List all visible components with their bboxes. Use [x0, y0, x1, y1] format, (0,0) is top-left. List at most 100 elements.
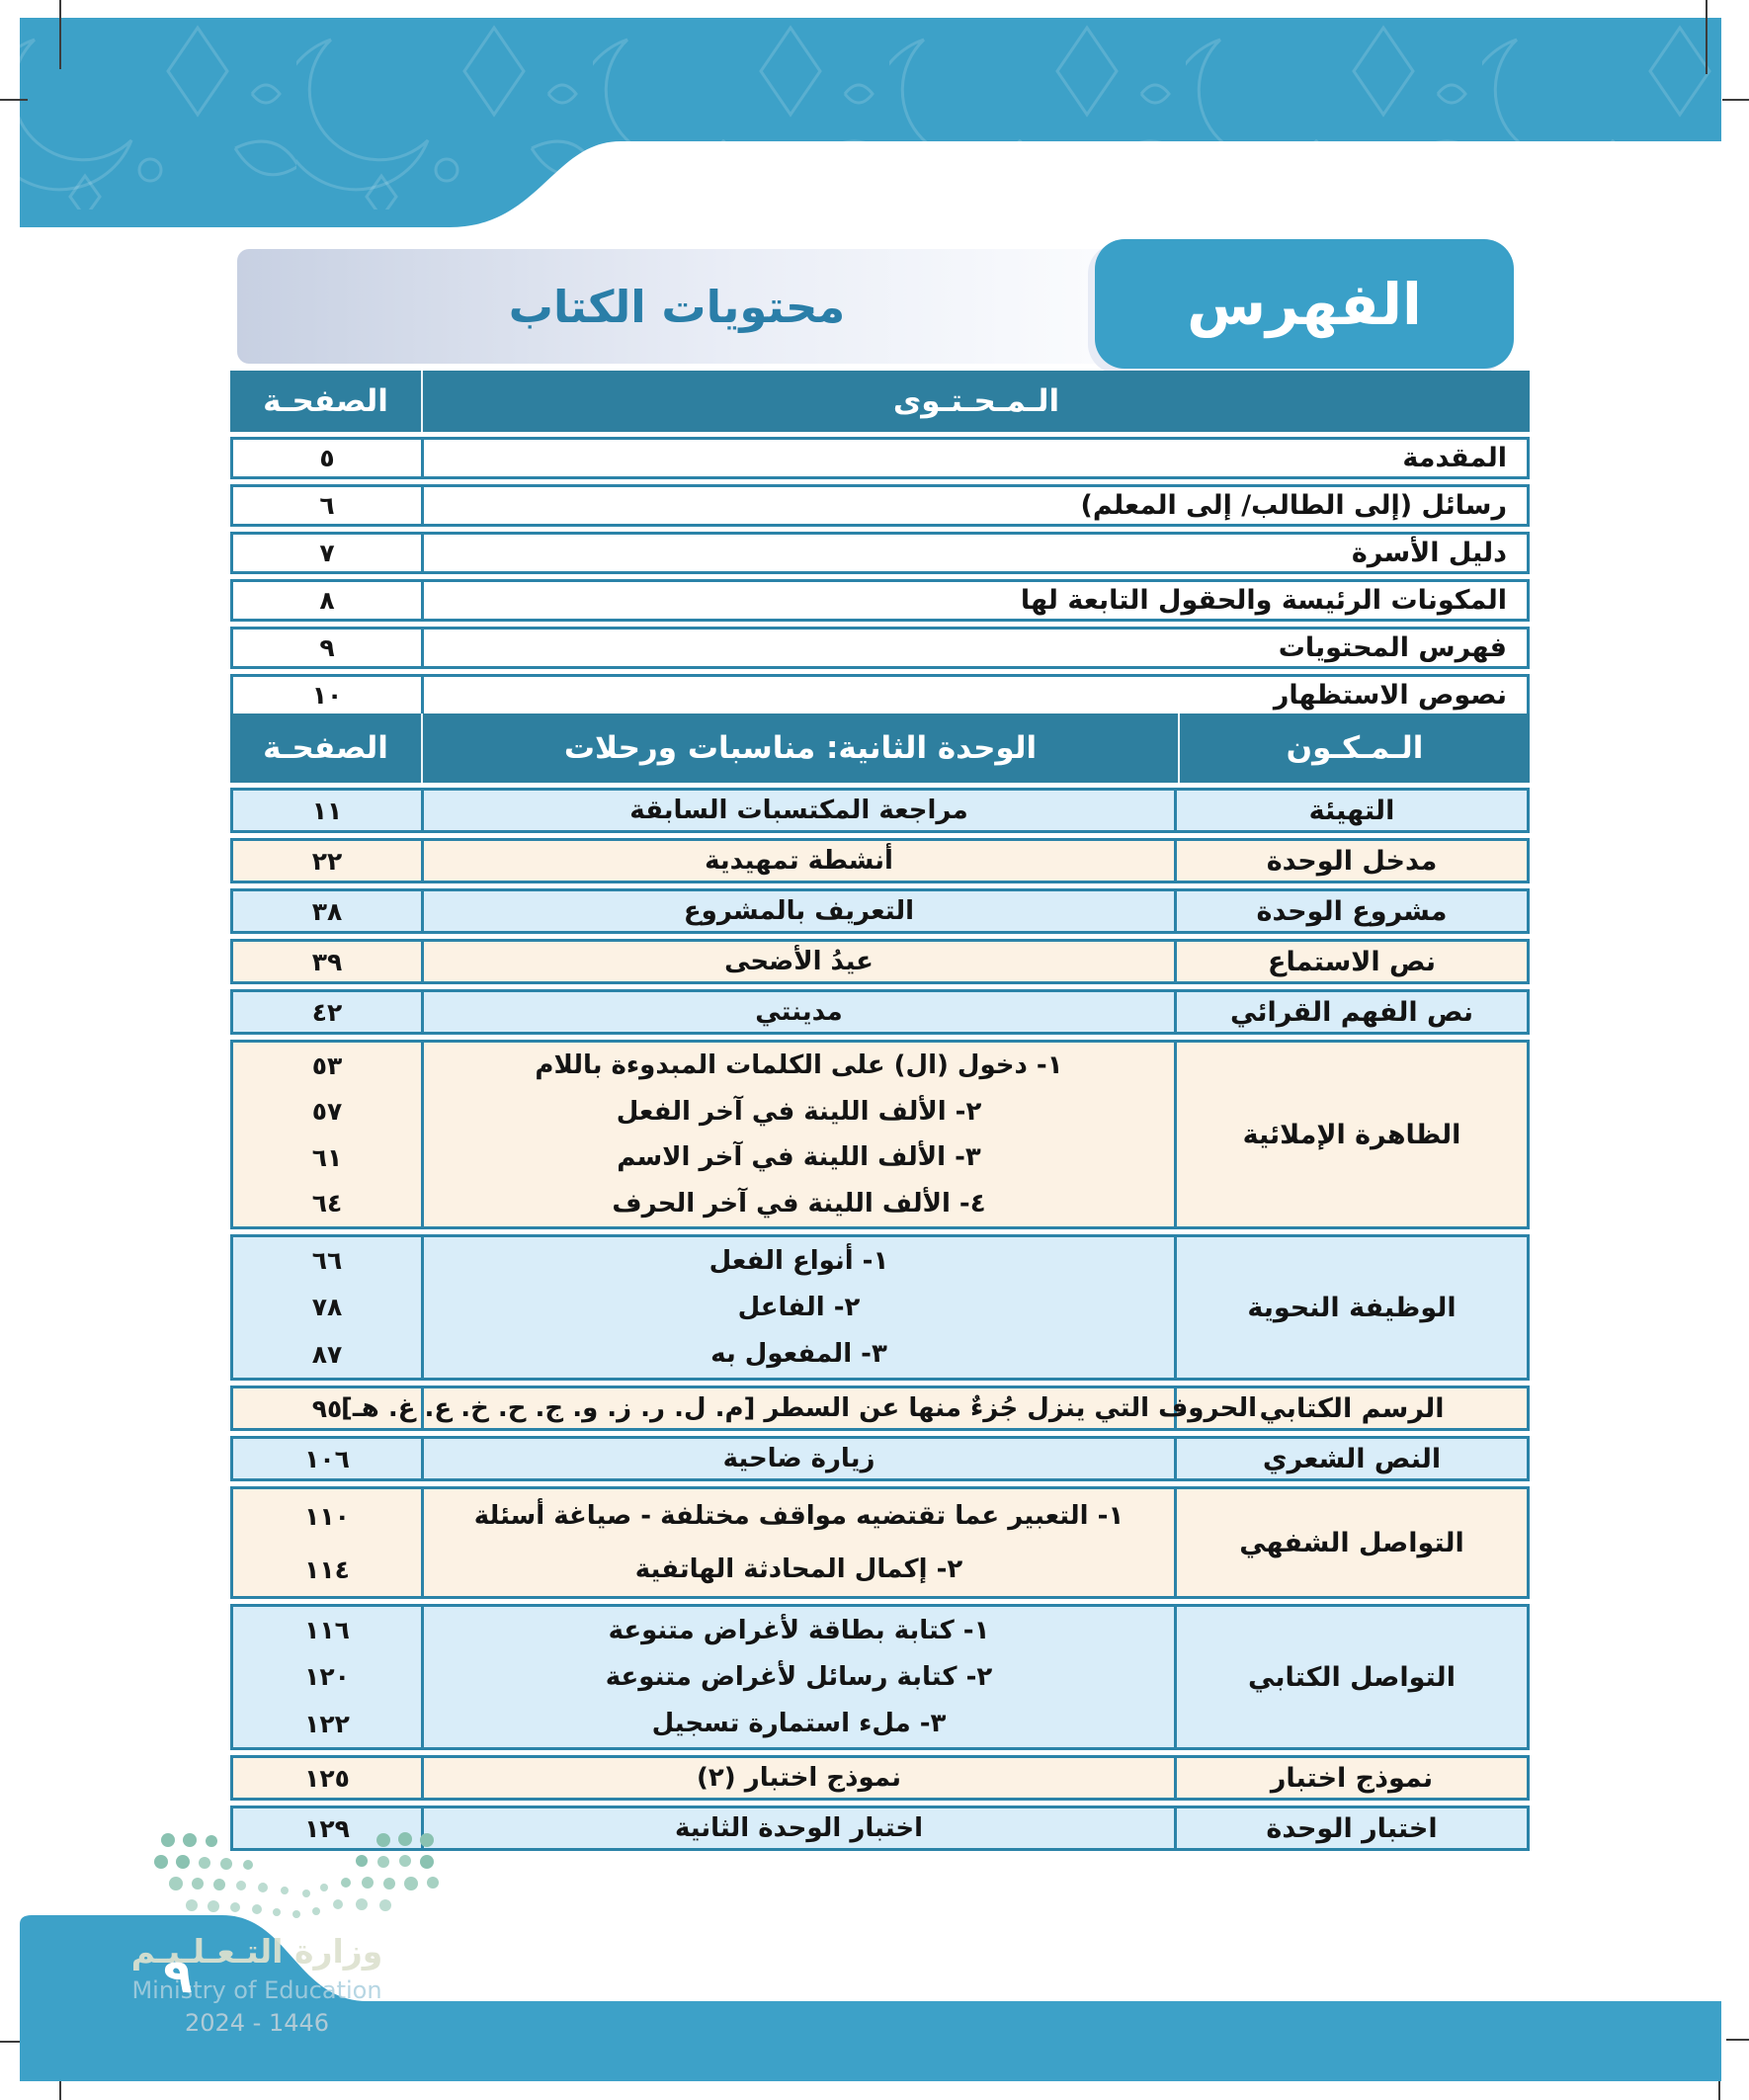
- lesson-title: ١- دخول (ال) على الكلمات المبدوءة باللام: [535, 1050, 1063, 1081]
- table-row: نص الاستماع عيدُ الأضحى ٣٩: [230, 939, 1530, 984]
- lesson-page: ١٢٢: [304, 1709, 350, 1738]
- crop-mark: [0, 2041, 30, 2043]
- table-row: التواصل الشفهي ١- التعبير عما تقتضيه مواق…: [230, 1486, 1530, 1599]
- page-column-header: الصفحـة: [230, 714, 423, 783]
- front-matter-table: الـمـحـتـوى الصفحـة المقدمة ٥ رسائل (إلى ا…: [230, 371, 1530, 716]
- toc-entry-page: ٦: [319, 491, 335, 520]
- crop-mark: [1706, 0, 1707, 74]
- lesson-cell: اختبار الوحدة الثانية: [424, 1808, 1177, 1848]
- lesson-page: ١٢٠: [304, 1662, 350, 1692]
- toc-entry-page: ٩: [319, 633, 335, 662]
- component-cell: اختبار الوحدة: [1177, 1808, 1527, 1848]
- component-cell: النص الشعري: [1177, 1439, 1527, 1478]
- page-cell: ١١٠ ١١٤: [233, 1489, 424, 1596]
- lesson-title: نموذج اختبار (٢): [697, 1763, 901, 1793]
- lesson-title: ٢- إكمال المحادثة الهاتفية: [634, 1554, 963, 1584]
- lesson-title: الحروف التي ينزل جُزءٌ منها عن السطر [م.…: [340, 1393, 1258, 1423]
- page-cell: ٥٣ ٥٧ ٦١ ٦٤: [233, 1043, 424, 1226]
- toc-entry-page: ١٠: [311, 681, 343, 710]
- component-column-header: الـمـكـون: [1286, 730, 1424, 766]
- component-cell: الوظيفة النحوية: [1177, 1237, 1527, 1378]
- unit-table-rows: التهيئة مراجعة المكتسبات السابقة ١١ مدخل ال…: [230, 788, 1530, 1851]
- lesson-title: مدينتي: [755, 997, 843, 1027]
- toc-entry-text: المكونات الرئيسة والحقول التابعة لها: [1020, 585, 1507, 616]
- unit-title-header: الوحدة الثانية: مناسبات ورحلات: [423, 714, 1180, 783]
- lesson-page: ٦٤: [311, 1189, 343, 1218]
- lesson-cell: الحروف التي ينزل جُزءٌ منها عن السطر [م.…: [340, 1388, 1258, 1428]
- lesson-cell: مدينتي: [424, 992, 1177, 1032]
- component-label: الوظيفة النحوية: [1247, 1292, 1457, 1323]
- lesson-title: زيارة ضاحية: [722, 1444, 875, 1473]
- table-row: الرسم الكتابي الحروف التي ينزل جُزءٌ منها…: [230, 1386, 1530, 1431]
- lesson-page: ٤٢: [311, 997, 343, 1027]
- lesson-title: ١- كتابة بطاقة لأغراض متنوعة: [608, 1615, 990, 1645]
- toc-entry-content-cell: رسائل (إلى الطالب/ إلى المعلم): [424, 487, 1527, 524]
- lesson-cell: نموذج اختبار (٢): [424, 1758, 1177, 1798]
- lesson-page: ١١٦: [304, 1616, 350, 1645]
- toc-entry-page-cell: ١٠: [233, 677, 424, 714]
- crop-mark: [59, 0, 61, 69]
- toc-entry-page: ٨: [319, 586, 335, 615]
- lesson-page: ٣٩: [311, 947, 343, 976]
- lesson-title: ١- أنواع الفعل: [708, 1245, 889, 1276]
- toc-entry-content-cell: فهرس المحتويات: [424, 630, 1527, 666]
- page-cell: ٣٨: [233, 891, 424, 931]
- lesson-cell: ١- دخول (ال) على الكلمات المبدوءة باللام…: [424, 1043, 1177, 1226]
- component-cell: نص الاستماع: [1177, 942, 1527, 981]
- lesson-cell: ١- التعبير عما تقتضيه مواقف مختلفة - صيا…: [424, 1489, 1177, 1596]
- content-column-header: الـمـحـتـوى: [892, 383, 1060, 419]
- crop-mark: [1722, 99, 1749, 101]
- table-row: الوظيفة النحوية ١- أنواع الفعل ٢- الفاعل ٣-…: [230, 1234, 1530, 1381]
- component-cell: الرسم الكتابي: [1177, 1388, 1527, 1428]
- decorative-top-band: [20, 18, 1721, 227]
- component-label: التواصل الشفهي: [1239, 1527, 1464, 1558]
- page-cell: ٢٢: [233, 841, 424, 881]
- component-cell: نص الفهم القرائي: [1177, 992, 1527, 1032]
- lesson-page: ٢٢: [311, 846, 343, 876]
- component-cell: مشروع الوحدة: [1177, 891, 1527, 931]
- toc-entry-page-cell: ٩: [233, 630, 424, 666]
- lesson-page: ١١٤: [304, 1554, 350, 1584]
- component-label: التواصل الكتابي: [1248, 1661, 1456, 1693]
- toc-entry-content-cell: المكونات الرئيسة والحقول التابعة لها: [424, 582, 1527, 619]
- front-table-rows: المقدمة ٥ رسائل (إلى الطالب/ إلى المعلم) ٦ د…: [230, 437, 1530, 716]
- book-contents-subtitle: محتويات الكتاب: [508, 280, 846, 333]
- toc-entry-page-cell: ٥: [233, 440, 424, 476]
- lesson-cell: ١- أنواع الفعل ٢- الفاعل ٣- المفعول به: [424, 1237, 1177, 1378]
- lesson-page: ٦١: [311, 1142, 343, 1172]
- component-label: الرسم الكتابي: [1259, 1392, 1445, 1424]
- component-label: مشروع الوحدة: [1256, 895, 1448, 927]
- table-row: التواصل الكتابي ١- كتابة بطاقة لأغراض متن…: [230, 1604, 1530, 1750]
- crop-mark: [1726, 2039, 1749, 2041]
- page-number: ٩: [163, 1949, 193, 2004]
- toc-entry-content-cell: دليل الأسرة: [424, 535, 1527, 571]
- table-row: النص الشعري زيارة ضاحية ١٠٦: [230, 1436, 1530, 1481]
- lesson-title: ٣- الألف اللينة في آخر الاسم: [617, 1142, 981, 1173]
- lesson-page: ١٢٩: [304, 1813, 350, 1843]
- page-column-header: الصفحـة: [230, 371, 423, 432]
- table-row: نموذج اختبار نموذج اختبار (٢) ١٢٥: [230, 1755, 1530, 1801]
- ministry-name-english: Ministry of Education: [131, 1976, 382, 2004]
- component-cell: التواصل الشفهي: [1177, 1489, 1527, 1596]
- toc-entry-content-cell: المقدمة: [424, 440, 1527, 476]
- unit-table-header: الـمـكـون الوحدة الثانية: مناسبات ورحلات…: [230, 714, 1530, 783]
- toc-entry-text: فهرس المحتويات: [1278, 632, 1507, 663]
- lesson-cell: زيارة ضاحية: [424, 1439, 1177, 1478]
- ministry-name-arabic: وزارة التـعـلـيـم: [130, 1932, 383, 1971]
- lesson-title: ٣- ملء استمارة تسجيل: [651, 1709, 947, 1739]
- decorative-bottom-band: [20, 1915, 1721, 2081]
- lesson-title: اختبار الوحدة الثانية: [675, 1813, 923, 1843]
- front-table-header: الـمـحـتـوى الصفحـة: [230, 371, 1530, 432]
- page-cell: ١١٦ ١٢٠ ١٢٢: [233, 1607, 424, 1747]
- book-contents-banner: محتويات الكتاب: [237, 249, 1117, 364]
- lesson-title: ١- التعبير عما تقتضيه مواقف مختلفة - صيا…: [473, 1501, 1124, 1531]
- ministry-logo-icon: [154, 1832, 439, 1918]
- page-cell: ١٠٦: [233, 1439, 424, 1478]
- lesson-cell: التعريف بالمشروع: [424, 891, 1177, 931]
- lesson-cell: أنشطة تمهيدية: [424, 841, 1177, 881]
- lesson-page: ٧٨: [311, 1293, 343, 1322]
- table-row: رسائل (إلى الطالب/ إلى المعلم) ٦: [230, 484, 1530, 527]
- crop-mark: [0, 99, 28, 101]
- component-label: اختبار الوحدة: [1266, 1812, 1438, 1844]
